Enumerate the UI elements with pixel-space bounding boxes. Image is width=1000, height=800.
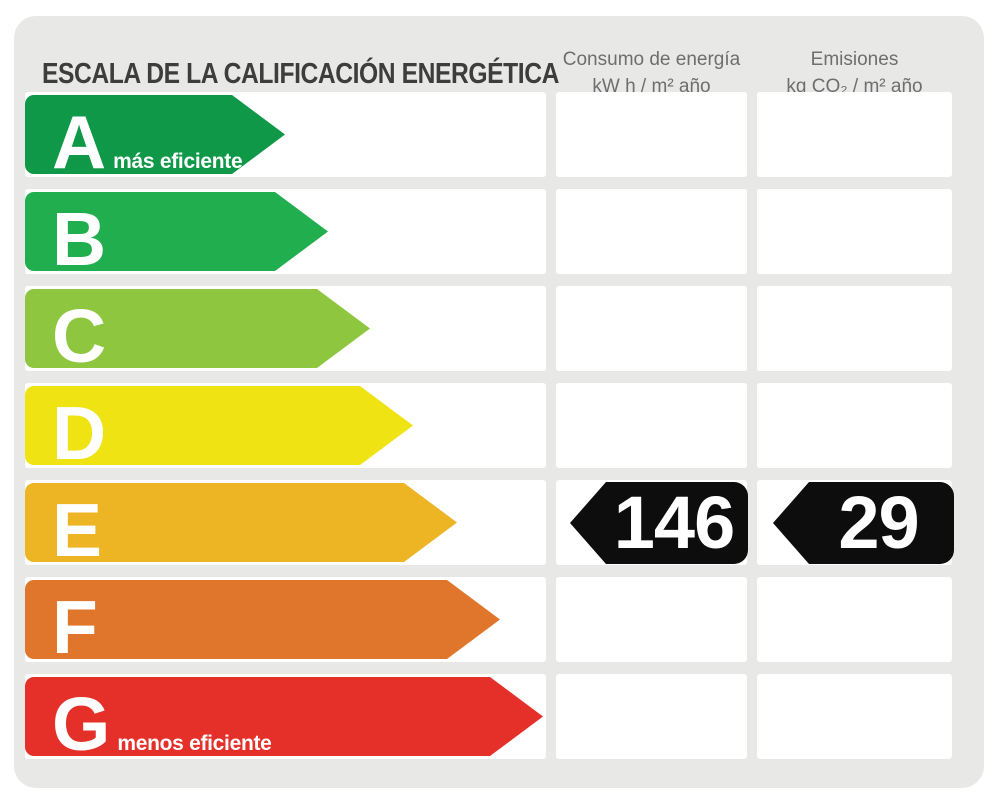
rating-row-f: F: [25, 577, 952, 662]
rating-letter-c: C: [52, 294, 107, 378]
rating-arrow-b-label: B: [52, 211, 113, 267]
column-header-consumption-line2: kW h / m² año: [592, 76, 711, 97]
rating-note-a: más eficiente: [113, 150, 243, 173]
consumption-value: 146: [613, 481, 735, 565]
column-header-emissions: Emisiones kg CO₂ / m² año: [757, 46, 952, 100]
rating-row-a: A más eficiente: [25, 92, 952, 177]
emissions-cell-f: [757, 577, 952, 662]
column-header-emissions-line1: Emisiones: [810, 49, 899, 70]
scale-cell-e: E: [25, 480, 546, 565]
consumption-cell-d: [556, 383, 747, 468]
scale-cell-a: A más eficiente: [25, 92, 546, 177]
consumption-value-marker: 146: [570, 482, 748, 564]
rating-scale-grid: A más eficiente B: [25, 92, 954, 759]
rating-arrow-g-label: G menos eficiente: [52, 696, 272, 753]
rating-arrow-g: G menos eficiente: [25, 677, 543, 756]
rating-letter-f: F: [52, 585, 98, 669]
rating-letter-e: E: [52, 488, 103, 572]
rating-row-e: E 146 29: [25, 480, 954, 565]
page-title: ESCALA DE LA CALIFICACIÓN ENERGÉTICA: [42, 58, 559, 90]
emissions-value-marker: 29: [773, 482, 954, 564]
scale-cell-d: D: [25, 383, 546, 468]
rating-arrow-a-label: A más eficiente: [52, 114, 242, 171]
rating-arrow-f-label: F: [52, 599, 105, 655]
rating-arrow-d: D: [25, 386, 413, 465]
rating-arrow-a: A más eficiente: [25, 95, 285, 174]
emissions-cell-d: [757, 383, 952, 468]
rating-arrow-b: B: [25, 192, 328, 271]
rating-row-d: D: [25, 383, 952, 468]
emissions-cell-g: [757, 674, 952, 759]
rating-row-g: G menos eficiente: [25, 674, 952, 759]
emissions-cell-c: [757, 286, 952, 371]
consumption-cell-g: [556, 674, 747, 759]
rating-note-g: menos eficiente: [117, 732, 272, 755]
column-header-consumption-line1: Consumo de energía: [562, 49, 741, 70]
consumption-cell-c: [556, 286, 747, 371]
rating-arrow-d-label: D: [52, 405, 113, 461]
rating-arrow-e-label: E: [52, 502, 109, 558]
consumption-cell-b: [556, 189, 747, 274]
emissions-cell-b: [757, 189, 952, 274]
rating-arrow-c-label: C: [52, 308, 113, 364]
emissions-cell-e: 29: [757, 480, 954, 565]
rating-letter-d: D: [52, 391, 107, 475]
scale-cell-f: F: [25, 577, 546, 662]
rating-row-c: C: [25, 286, 952, 371]
scale-cell-b: B: [25, 189, 546, 274]
energy-label-panel: ESCALA DE LA CALIFICACIÓN ENERGÉTICA Con…: [14, 16, 984, 788]
emissions-value: 29: [838, 481, 919, 565]
scale-cell-c: C: [25, 286, 546, 371]
scale-cell-g: G menos eficiente: [25, 674, 546, 759]
column-header-consumption: Consumo de energía kW h / m² año: [556, 46, 747, 100]
rating-arrow-f: F: [25, 580, 500, 659]
rating-arrow-e: E: [25, 483, 457, 562]
rating-arrow-c: C: [25, 289, 370, 368]
consumption-cell-e: 146: [556, 480, 748, 565]
rating-letter-a: A: [52, 100, 107, 184]
consumption-cell-a: [556, 92, 747, 177]
rating-row-b: B: [25, 189, 952, 274]
column-header-emissions-line2: kg CO₂ / m² año: [786, 76, 923, 97]
rating-letter-g: G: [52, 682, 111, 766]
consumption-cell-f: [556, 577, 747, 662]
emissions-cell-a: [757, 92, 952, 177]
rating-letter-b: B: [52, 197, 107, 281]
